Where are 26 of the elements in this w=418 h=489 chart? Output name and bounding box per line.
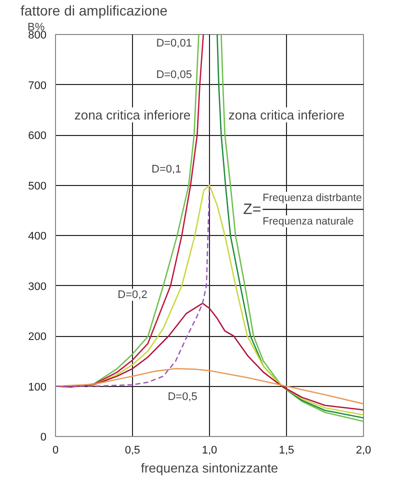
x-tick-label: 2,0	[356, 444, 372, 456]
annotation: D=0,01	[156, 38, 192, 50]
annotation: zona critica inferiore	[74, 107, 191, 122]
x-tick-label: 1,0	[202, 444, 218, 456]
y-tick-label: 400	[28, 230, 47, 242]
annotation: D=0,05	[156, 69, 192, 82]
annotation: D=0,1	[152, 164, 182, 176]
y-tick-label: 100	[28, 381, 47, 394]
annotation: zona critica inferiore	[228, 107, 345, 122]
annotation: Z=	[243, 200, 262, 218]
annotation: D=0,5	[168, 390, 198, 403]
annotation: Frequenza naturale	[262, 215, 354, 228]
y-tick-label: 300	[28, 280, 47, 293]
y-tick-label: 800	[28, 30, 47, 42]
annotation: Frequenza distrbante	[262, 192, 362, 204]
x-tick-label: 1,5	[278, 444, 294, 456]
annotation: D=0,2	[118, 288, 148, 301]
y-tick-label: 500	[28, 180, 47, 192]
y-tick-label: 600	[28, 130, 47, 142]
x-tick-label: 0,5	[124, 444, 140, 456]
y-tick-label: 700	[28, 80, 47, 92]
x-axis-title: frequenza sintonizzante	[140, 460, 278, 476]
y-tick-label: 0	[40, 432, 47, 444]
x-tick-label: 0	[52, 444, 59, 456]
y-tick-label: 200	[28, 331, 47, 343]
chart-title: fattore di amplificazione	[20, 2, 168, 18]
